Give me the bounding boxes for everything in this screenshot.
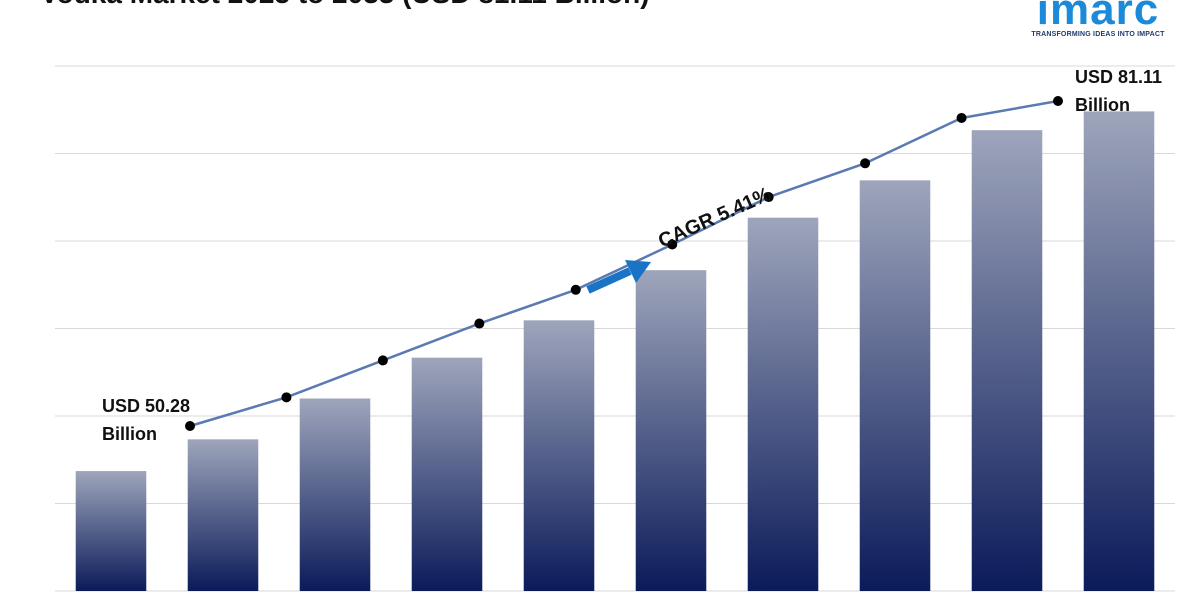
end-value-label: USD 81.11 — [1075, 67, 1162, 87]
bar-4 — [411, 357, 483, 591]
trend-markers — [185, 96, 1063, 431]
bar-5 — [523, 320, 595, 591]
trend-marker-1 — [185, 421, 195, 431]
trend-marker-5 — [570, 284, 581, 295]
trend-marker-2 — [281, 392, 292, 403]
bar-9 — [971, 130, 1043, 591]
chart-title: Vodka Market 2025 to 2033 (USD 81.11 Bil… — [40, 0, 650, 10]
cagr-arrow-shaft — [586, 267, 632, 294]
trend-marker-9 — [956, 112, 967, 123]
end-unit-label: Billion — [1075, 95, 1130, 115]
trend-marker-10 — [1053, 96, 1063, 106]
bar-1 — [75, 471, 147, 591]
trend-marker-7 — [763, 192, 774, 203]
bars — [75, 111, 1155, 592]
trend-marker-8 — [860, 158, 871, 169]
cagr-arrow-group — [586, 260, 651, 294]
trend-marker-4 — [474, 318, 485, 329]
cagr-arrow-head — [625, 260, 651, 283]
logo-tagline: TRANSFORMING IDEAS INTO IMPACT — [1031, 31, 1165, 38]
bar-3 — [299, 398, 371, 591]
start-value-label: USD 50.28 — [102, 396, 190, 416]
logo-wordmark: imarc — [1036, 0, 1160, 34]
trend-marker-6 — [667, 239, 678, 250]
bar-10 — [1083, 111, 1155, 591]
bar-7 — [747, 217, 819, 591]
start-unit-label: Billion — [102, 424, 157, 444]
bar-6 — [635, 270, 707, 591]
trend-marker-3 — [377, 355, 388, 366]
trend-line — [189, 99, 1059, 428]
bar-8 — [859, 180, 931, 592]
trend-line-group — [189, 99, 1059, 428]
bar-2 — [187, 439, 259, 591]
imarc-logo: imarc TRANSFORMING IDEAS INTO IMPACT — [1018, 0, 1178, 38]
